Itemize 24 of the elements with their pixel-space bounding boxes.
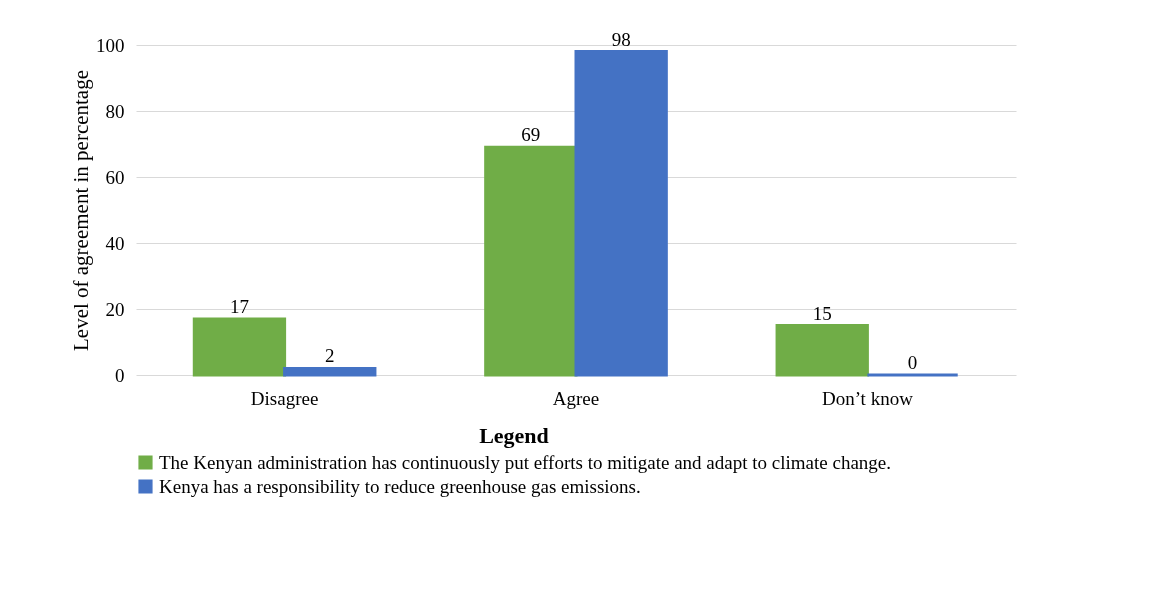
data-label: 15 bbox=[812, 302, 832, 324]
x-tick-label: Disagree bbox=[250, 387, 319, 409]
bar bbox=[283, 366, 377, 377]
x-tick-label: Agree bbox=[552, 387, 600, 409]
y-axis-title: Level of agreement in percentage bbox=[69, 69, 93, 352]
bar bbox=[192, 317, 287, 377]
x-tick-label: Don’t know bbox=[821, 387, 914, 409]
y-tick-label: 20 bbox=[105, 298, 125, 320]
bar bbox=[574, 50, 668, 377]
legend-title: Legend bbox=[479, 423, 549, 448]
data-label: 98 bbox=[611, 28, 631, 50]
data-label: 69 bbox=[521, 124, 541, 146]
data-label: 0 bbox=[907, 352, 918, 373]
y-tick-label: 40 bbox=[105, 232, 125, 254]
data-label: 17 bbox=[229, 295, 249, 317]
y-tick-label: 100 bbox=[96, 34, 125, 56]
bar bbox=[775, 324, 869, 377]
y-tick-label: 60 bbox=[105, 166, 125, 188]
legend-label: Kenya has a responsibility to reduce greenhouse gas emissions. bbox=[159, 475, 641, 497]
data-label: 2 bbox=[325, 345, 335, 367]
bar bbox=[484, 145, 578, 377]
y-tick-label: 80 bbox=[105, 100, 125, 122]
y-tick-label: 0 bbox=[115, 364, 125, 386]
legend-label: The Kenyan administration has continuously put efforts to mitigate and adapt to climate change. bbox=[159, 451, 892, 473]
